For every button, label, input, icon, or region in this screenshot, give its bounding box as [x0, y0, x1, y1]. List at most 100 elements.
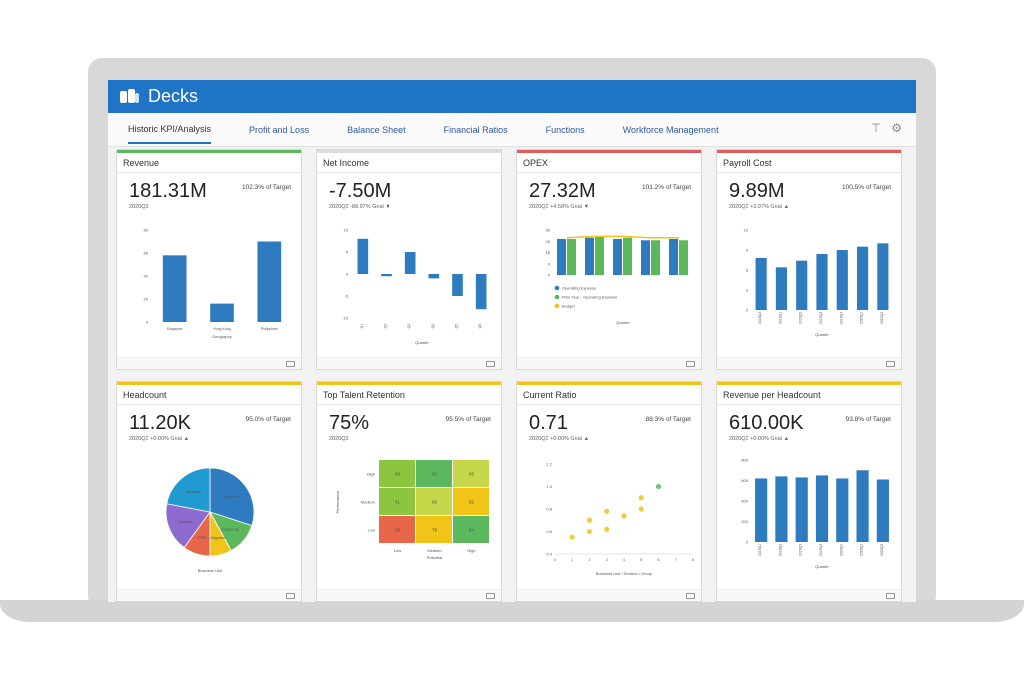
- y-tick-label: 1.2: [546, 462, 552, 467]
- status-accent: [717, 382, 901, 385]
- card-talent[interactable]: Top Talent Retention 75% 95.5% of Target…: [316, 381, 502, 602]
- card-title: Revenue per Headcount: [717, 385, 901, 405]
- y-tick-label: 0.8: [546, 507, 552, 512]
- kpi-value: 9.89M: [729, 180, 785, 202]
- kpi-value: 0.71: [529, 412, 568, 434]
- x-tick-label: 0: [554, 558, 556, 562]
- bar: [876, 479, 889, 542]
- card-opex[interactable]: OPEX 27.32M 101.2% of Target 2020Q2 +4.5…: [516, 149, 702, 370]
- chart-payroll: 0 3 6 9 12 2018Q4 2019Q1 2019Q2 2019Q3 2019Q4 2020…: [744, 228, 889, 337]
- pie-slice: [166, 467, 211, 513]
- status-accent: [717, 150, 901, 153]
- bar: [623, 237, 632, 275]
- y-tick-label: 0: [746, 540, 749, 545]
- heatmap-cell: [453, 460, 489, 487]
- tab-bar: Historic KPI/Analysis Profit and Loss Ba…: [108, 113, 916, 147]
- x-tick-label: 7: [675, 558, 677, 562]
- table-view-icon[interactable]: [286, 361, 295, 367]
- scatter-point: [621, 513, 627, 519]
- x-axis-label: Potential: [427, 555, 443, 560]
- bar: [755, 478, 768, 542]
- card-revenue[interactable]: Revenue 181.31M 102.3% of Target 2020Q2 …: [116, 149, 302, 370]
- table-view-icon[interactable]: [486, 593, 495, 599]
- cell-value: 92: [432, 472, 438, 477]
- table-view-icon[interactable]: [886, 593, 895, 599]
- app-title: Decks: [148, 86, 199, 106]
- x-tick-label: 2020Q2: [860, 544, 864, 557]
- scatter-point: [655, 483, 662, 490]
- card-headcount[interactable]: Headcount 11.20K 95.0% of Target 2020Q2 …: [116, 381, 302, 602]
- table-view-icon[interactable]: [686, 361, 695, 367]
- y-tick-label: 10: [344, 228, 349, 233]
- slice-label: Hong Kong: [222, 527, 240, 531]
- scatter-point: [586, 528, 593, 535]
- card-rev-per-head[interactable]: Revenue per Headcount 610.00K 93.8% of T…: [716, 381, 902, 602]
- card-footer: [317, 589, 501, 601]
- card-footer: [117, 357, 301, 369]
- x-tick-label: 2019Q1: [758, 544, 762, 557]
- card-net-income[interactable]: Net Income -7.50M 2020Q2 -88.97% Goal ▼ …: [316, 149, 502, 370]
- legend-marker: [554, 294, 560, 300]
- card-footer: [717, 357, 901, 369]
- y-tick-label: 0.4: [546, 552, 552, 557]
- table-view-icon[interactable]: [886, 361, 895, 367]
- x-tick-label: 2019Q4: [839, 312, 843, 325]
- tab-balance-sheet[interactable]: Balance Sheet: [347, 124, 406, 135]
- table-view-icon[interactable]: [686, 593, 695, 599]
- cell-value: 86: [432, 500, 438, 505]
- y-tick-label: 400: [741, 499, 748, 504]
- tab-workforce[interactable]: Workforce Management: [622, 124, 719, 135]
- x-tick-label: Q5: [455, 324, 459, 329]
- tab-functions[interactable]: Functions: [545, 124, 585, 135]
- filter-icon[interactable]: ⊤: [870, 121, 882, 135]
- bar: [856, 246, 869, 310]
- y-tick-label: 60: [144, 251, 149, 256]
- bar: [775, 267, 788, 310]
- y-tick-label: -5: [344, 294, 348, 299]
- kpi-value: 75%: [329, 412, 370, 434]
- y-tick-label: 5: [346, 250, 349, 255]
- legend-label: Prior Year - Operating Expense: [562, 295, 618, 300]
- y-tick-label: 200: [741, 519, 748, 524]
- bar: [475, 274, 487, 310]
- status-accent: [317, 150, 501, 153]
- status-accent: [117, 382, 301, 385]
- x-tick-label: 2: [589, 558, 591, 562]
- x-tick-label: Q1: [360, 324, 364, 329]
- table-view-icon[interactable]: [286, 593, 295, 599]
- tab-historic-kpi[interactable]: Historic KPI/Analysis: [128, 116, 212, 144]
- kpi-subtitle: 2020Q2 +3.97% Goal ▲: [729, 204, 790, 210]
- target-text: 102.3% of Target: [241, 184, 291, 191]
- bar: [162, 255, 187, 322]
- bar: [679, 240, 688, 275]
- kpi-value: 11.20K: [129, 412, 191, 434]
- tab-financial-ratios[interactable]: Financial Ratios: [443, 124, 508, 135]
- gear-icon[interactable]: ⚙: [891, 121, 902, 135]
- x-tick-label: 2020Q2: [880, 312, 884, 325]
- legend-marker: [554, 285, 560, 291]
- card-title: Net Income: [317, 153, 501, 173]
- card-payroll[interactable]: Payroll Cost 9.89M 100.5% of Target 2020…: [716, 149, 902, 370]
- row-label: High: [367, 472, 375, 477]
- bar: [357, 238, 369, 274]
- kpi-subtitle: 2020Q2 +4.58% Goal ▼: [529, 204, 590, 210]
- x-tick-label: 8: [692, 558, 694, 562]
- card-title: Payroll Cost: [717, 153, 901, 173]
- decks-app-icon: [120, 88, 140, 105]
- y-tick-label: 6: [746, 268, 749, 273]
- card-current-ratio[interactable]: Current Ratio 0.71 88.3% of Target 2020Q…: [516, 381, 702, 602]
- bar: [613, 239, 622, 275]
- heatmap-cell: [416, 488, 452, 515]
- tab-profit-loss[interactable]: Profit and Loss: [249, 124, 310, 135]
- kpi-subtitle: 2020Q2 +0.00% Goal ▲: [529, 436, 590, 442]
- status-accent: [517, 382, 701, 385]
- table-view-icon[interactable]: [486, 361, 495, 367]
- x-tick-label: Philippines: [261, 327, 278, 331]
- kpi-subtitle: 2020Q2 +0.00% Goal ▲: [129, 436, 190, 442]
- heatmap-cell: [379, 488, 415, 515]
- col-label: Low: [394, 548, 401, 553]
- x-tick-label: 2019Q1: [778, 312, 782, 325]
- heatmap-cell: [379, 516, 415, 543]
- slice-label: Singapore: [223, 495, 239, 499]
- bar: [815, 475, 829, 542]
